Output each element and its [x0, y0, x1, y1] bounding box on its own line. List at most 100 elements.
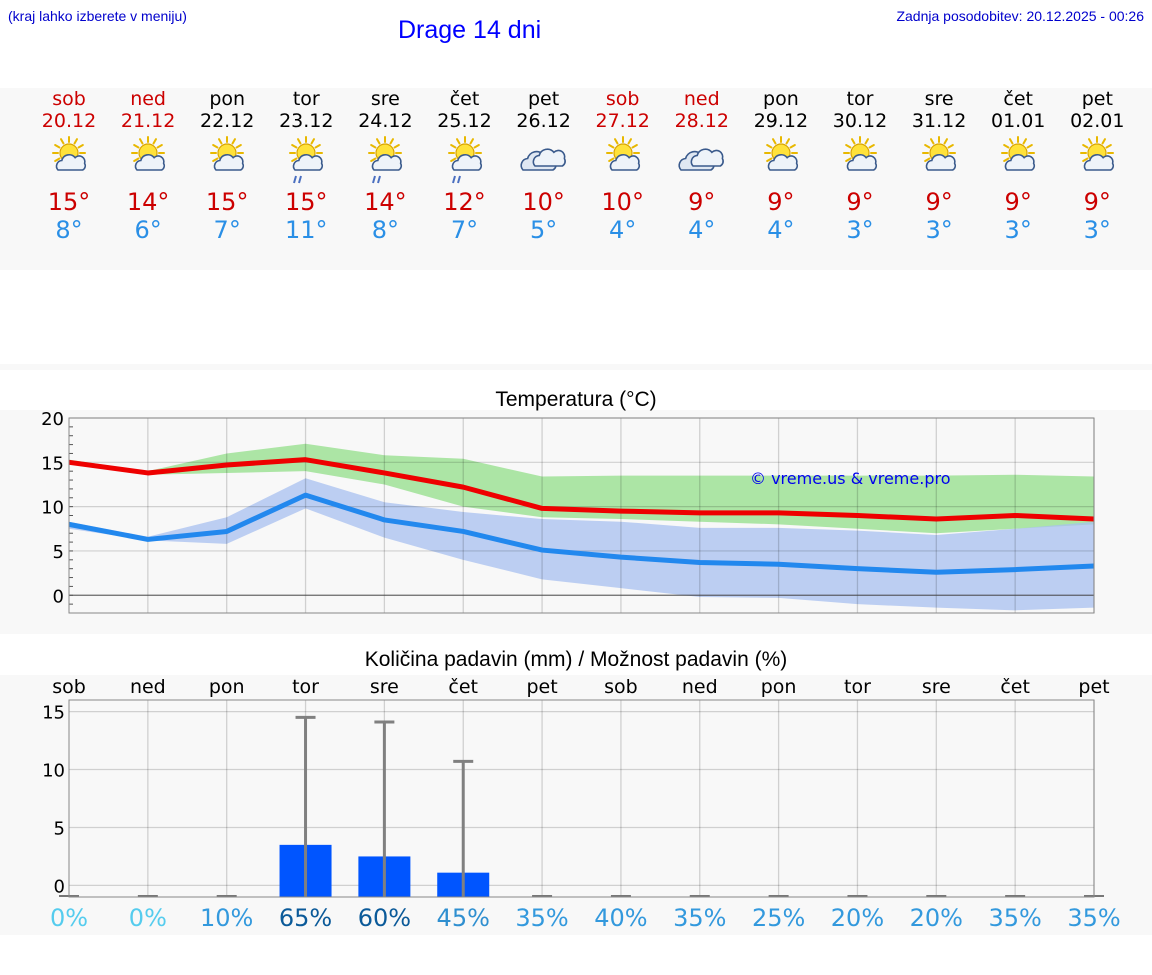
min-temperature: 3° [1083, 216, 1111, 244]
day-column: čet 25.12 12° 7° [425, 88, 505, 244]
sun-cloud-icon [605, 136, 640, 171]
precipitation-probability: 65% [279, 904, 332, 932]
max-temperature: 15° [47, 188, 91, 216]
day-name: pon [763, 88, 799, 110]
min_range-band [69, 478, 1094, 611]
sun-cloud-icon [763, 136, 798, 171]
day-column: sob 20.12 15° 8° [29, 88, 109, 244]
day-column: sre 24.12 14° 8° [345, 88, 425, 244]
day-date: 22.12 [199, 110, 255, 132]
precipitation-probability: 20% [910, 904, 963, 932]
location-hint: (kraj lahko izberete v meniju) [8, 8, 187, 24]
min-temperature: 4° [688, 216, 716, 244]
max-temperature: 9° [1004, 188, 1032, 216]
day-name: pon [209, 88, 246, 110]
day-date: 24.12 [358, 110, 413, 132]
category-label: pet [1078, 676, 1109, 698]
precipitation-probability: 0% [129, 904, 167, 932]
day-name: sob [605, 88, 640, 110]
min-temperature: 5° [529, 216, 558, 244]
precipitation-probability: 25% [752, 904, 805, 932]
precipitation-probability: 35% [1067, 904, 1120, 932]
y-tick-label: 5 [54, 818, 65, 839]
y-tick-label: 20 [41, 409, 64, 430]
precipitation-probability: 10% [200, 904, 253, 932]
max-temperature: 9° [925, 188, 953, 216]
day-date: 26.12 [516, 110, 571, 132]
category-label: čet [448, 676, 478, 698]
max-temperature: 14° [364, 188, 407, 216]
min-temperature: 6° [134, 216, 162, 244]
precipitation-chart: sob ned pon tor sre čet pet sob ned pon tor sre čet p… [42, 676, 1121, 932]
sun-cloud-rain-icon [447, 136, 482, 184]
day-column: sre 31.12 9° 3° [899, 88, 979, 244]
cloud-icon [678, 148, 724, 171]
min-temperature: 8° [55, 216, 83, 244]
day-date: 20.12 [41, 110, 97, 132]
min-temperature: 3° [846, 216, 874, 244]
watermark: © vreme.us & vreme.pro [750, 469, 951, 488]
precipitation-probability: 0% [50, 904, 88, 932]
category-label: ned [130, 676, 166, 698]
precipitation-probability: 35% [988, 904, 1041, 932]
min-temperature-line [68, 492, 1095, 575]
category-label: pet [526, 676, 557, 698]
forecast-band [0, 88, 1152, 270]
category-label: ned [682, 676, 718, 698]
day-date: 29.12 [753, 110, 809, 132]
spacer-band [0, 364, 1152, 370]
day-column: tor 30.12 9° 3° [820, 88, 900, 244]
day-date: 27.12 [595, 110, 650, 132]
precipitation-probability: 60% [358, 904, 411, 932]
sun-cloud-icon [1080, 136, 1115, 171]
max-temperature: 10° [522, 188, 565, 216]
category-label: tor [292, 676, 319, 698]
day-column: pon 22.12 15° 7° [187, 88, 267, 244]
day-date: 02.01 [1070, 110, 1125, 132]
max-temperature-line [68, 457, 1095, 522]
plot-border [68, 699, 1095, 898]
y-tick-label: 10 [41, 498, 64, 519]
plot-area [69, 700, 1094, 897]
sun-cloud-rain-icon [289, 136, 324, 184]
category-label: sob [52, 676, 86, 698]
max-temperature: 9° [688, 188, 716, 216]
day-date: 31.12 [911, 110, 967, 132]
min-temperature: 4° [767, 216, 795, 244]
day-date: 28.12 [674, 110, 729, 132]
day-name: pet [1081, 88, 1113, 110]
last-update: Zadnja posodobitev: 20.12.2025 - 00:26 [896, 8, 1144, 24]
min-temperature: 3° [925, 216, 953, 244]
cloud-icon [520, 148, 566, 171]
day-name: tor [846, 88, 874, 110]
max-temperature: 9° [846, 188, 874, 216]
temperature-chart-title: Temperatura (°C) [495, 388, 657, 411]
sun-cloud-icon [843, 136, 878, 171]
day-name: sob [52, 88, 86, 110]
day-column: ned 28.12 9° 4° [662, 88, 742, 244]
precipitation-probability: 45% [437, 904, 490, 932]
max-temperature: 14° [126, 188, 170, 216]
min-temperature: 8° [371, 216, 400, 244]
min-temperature: 7° [213, 216, 241, 244]
precipitation-probability: 35% [515, 904, 568, 932]
y-tick-label: 15 [42, 703, 65, 724]
day-column: sob 27.12 10° 4° [583, 88, 663, 244]
sun-cloud-rain-icon [368, 136, 403, 184]
day-column: ned 21.12 14° 6° [108, 88, 188, 244]
min-temperature: 4° [609, 216, 637, 244]
day-name: ned [683, 88, 720, 110]
day-column: tor 23.12 15° 11° [266, 88, 346, 244]
precipitation-probability: 40% [594, 904, 647, 932]
day-column: pet 02.01 9° 3° [1057, 88, 1137, 244]
y-tick-label: 5 [53, 542, 64, 563]
sun-cloud-icon [131, 136, 166, 171]
y-tick-label: 10 [42, 761, 65, 782]
precipitation-probability: 35% [673, 904, 726, 932]
category-label: čet [1000, 676, 1030, 698]
day-name: sre [370, 88, 400, 110]
precipitation-chart-title: Količina padavin (mm) / Možnost padavin … [364, 648, 788, 671]
category-label: sob [604, 676, 638, 698]
day-name: sre [924, 88, 954, 110]
category-label: sre [922, 676, 951, 698]
